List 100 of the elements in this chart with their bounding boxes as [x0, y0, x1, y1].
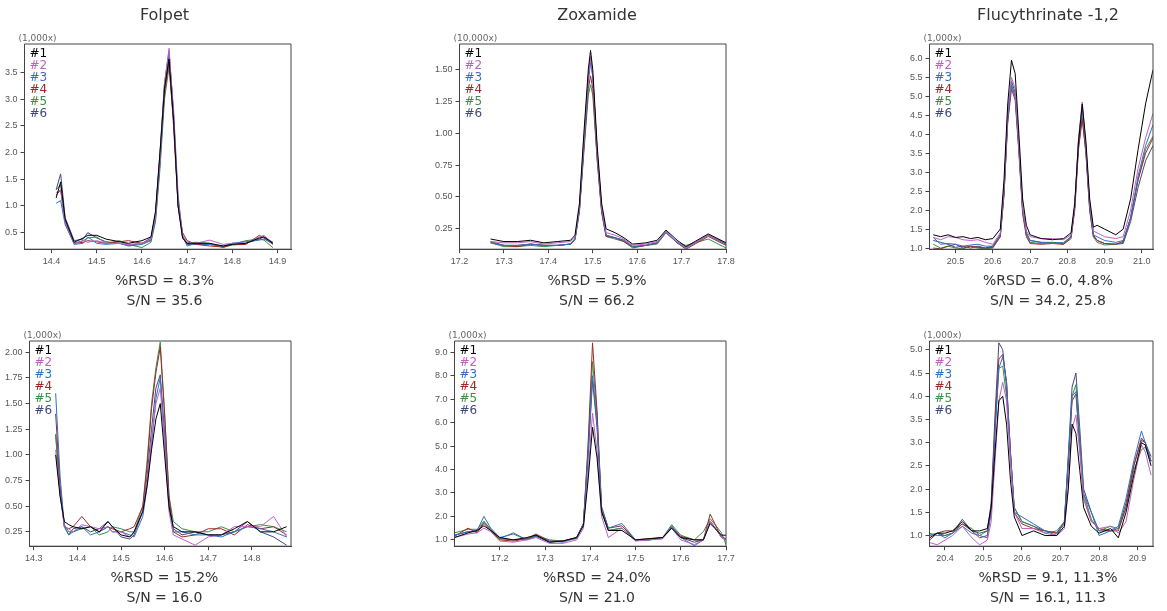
y-tick-label: 2.0 — [435, 510, 448, 521]
y-tick-label: 4.0 — [435, 464, 448, 474]
y-tick-label: 2.0 — [5, 146, 18, 157]
text: #2 — [34, 355, 53, 370]
y-tick-label: 5.5 — [910, 71, 923, 82]
text: #1 — [34, 343, 53, 358]
y-tick-label: 4.0 — [910, 390, 923, 401]
text: #4 — [29, 82, 48, 97]
x-tick-label: 21.0 — [1133, 256, 1151, 267]
text: #3 — [464, 70, 483, 85]
text: %RSD = 15.2% — [109, 568, 220, 587]
text: #6 — [29, 106, 48, 121]
y-tick-label: 3.0 — [5, 93, 18, 104]
text: #4 — [464, 82, 483, 97]
text: #1 — [29, 46, 48, 61]
y-tick-label: 0.50 — [4, 500, 23, 511]
series-label: #6 — [34, 403, 53, 418]
x-tick-label: 14.4 — [42, 256, 61, 267]
x-tick-label: 17.7 — [717, 553, 735, 564]
chart-title: Flucythrinate -1,2 — [976, 4, 1120, 26]
y-tick-label: 7.0 — [435, 393, 448, 404]
y-tick-label: 1.5 — [910, 223, 923, 234]
y-tick-label: 8.0 — [435, 370, 448, 381]
y-tick-label: 3.5 — [5, 66, 18, 77]
y-tick-label: 1.75 — [4, 372, 23, 383]
y-tick-label: 1.50 — [4, 398, 23, 409]
x-tick-label: 14.5 — [112, 553, 130, 564]
y-tick-label: 2.5 — [910, 460, 923, 471]
x-tick-label: 17.5 — [626, 553, 645, 564]
x-tick-label: 17.8 — [717, 256, 735, 267]
x-tick-label: 14.6 — [133, 256, 151, 267]
x-tick-label: 14.6 — [155, 553, 174, 564]
x-tick-label: 17.3 — [536, 553, 554, 564]
y-axis-title: (1,000x) — [448, 329, 487, 340]
y-tick-label: 3.5 — [910, 147, 923, 158]
text: S/N = 34.2, 25.8 — [989, 291, 1107, 310]
y-tick-label: 1.0 — [910, 530, 923, 541]
text: S/N = 16.0 — [125, 588, 204, 607]
y-tick-label: 2.0 — [910, 483, 923, 494]
text: #1 — [934, 46, 953, 61]
x-tick-label: 20.6 — [984, 256, 1002, 267]
x-tick-label: 20.9 — [1095, 256, 1114, 267]
text: #5 — [464, 94, 483, 109]
y-tick-label: 1.00 — [434, 127, 453, 138]
x-tick-label: 17.4 — [581, 553, 600, 564]
text: #4 — [934, 82, 953, 97]
text: #2 — [934, 58, 953, 73]
y-tick-label: 4.5 — [910, 367, 923, 378]
chart-title: Zoxamide — [556, 4, 638, 26]
x-tick-label: 17.5 — [583, 256, 602, 267]
y-tick-label: 0.25 — [4, 526, 23, 537]
text: #5 — [934, 94, 953, 109]
y-tick-label: 1.0 — [5, 200, 18, 211]
text: #5 — [459, 391, 478, 406]
text: #1 — [459, 343, 478, 358]
text: S/N = 21.0 — [558, 588, 636, 607]
text: #3 — [934, 367, 953, 382]
text: #5 — [29, 94, 48, 109]
x-tick-label: 20.8 — [1090, 553, 1108, 564]
text: S/N = 35.6 — [125, 291, 204, 310]
y-tick-label: 0.75 — [434, 159, 453, 170]
y-axis-title: (1,000x) — [23, 329, 62, 340]
text: #2 — [464, 58, 483, 73]
x-tick-label: 20.4 — [936, 553, 954, 564]
y-tick-label: 2.5 — [5, 120, 18, 131]
y-tick-label: 1.25 — [4, 423, 23, 434]
x-tick-label: 17.2 — [450, 256, 469, 267]
y-tick-label: 1.25 — [434, 95, 453, 106]
x-tick-label: 20.8 — [1058, 256, 1077, 267]
x-tick-label: 17.4 — [539, 256, 558, 267]
text: %RSD = 24.0% — [542, 568, 652, 587]
y-tick-label: 1.0 — [435, 534, 448, 545]
y-tick-label: 2.00 — [4, 346, 23, 357]
y-tick-label: 3.5 — [910, 413, 923, 424]
x-tick-label: 14.4 — [68, 553, 87, 564]
text: #2 — [459, 355, 478, 370]
text: #3 — [459, 367, 478, 382]
y-axis-title: (1,000x) — [923, 329, 962, 340]
y-tick-label: 0.75 — [4, 475, 23, 486]
text: #2 — [934, 355, 953, 370]
y-tick-label: 3.0 — [910, 437, 923, 448]
x-tick-label: 20.7 — [1051, 553, 1070, 564]
x-tick-label: 14.8 — [223, 256, 242, 267]
y-tick-label: 9.0 — [435, 346, 448, 357]
text: #2 — [29, 58, 48, 73]
text: #4 — [459, 379, 478, 394]
text: %RSD = 6.0, 4.8% — [981, 271, 1115, 290]
text: S/N = 16.1, 11.3 — [989, 588, 1107, 607]
y-tick-label: 1.50 — [434, 63, 453, 74]
x-tick-label: 17.6 — [628, 256, 646, 267]
y-tick-label: 4.5 — [910, 109, 923, 120]
x-tick-label: 20.6 — [1013, 553, 1031, 564]
text: #1 — [464, 46, 483, 61]
text: #3 — [29, 70, 48, 85]
text: #6 — [459, 403, 478, 418]
x-tick-label: 17.2 — [490, 553, 509, 564]
y-tick-label: 0.5 — [5, 227, 18, 238]
text: %RSD = 5.9% — [546, 271, 648, 290]
y-tick-label: 6.0 — [435, 417, 448, 428]
text: S/N = 66.2 — [558, 291, 636, 310]
